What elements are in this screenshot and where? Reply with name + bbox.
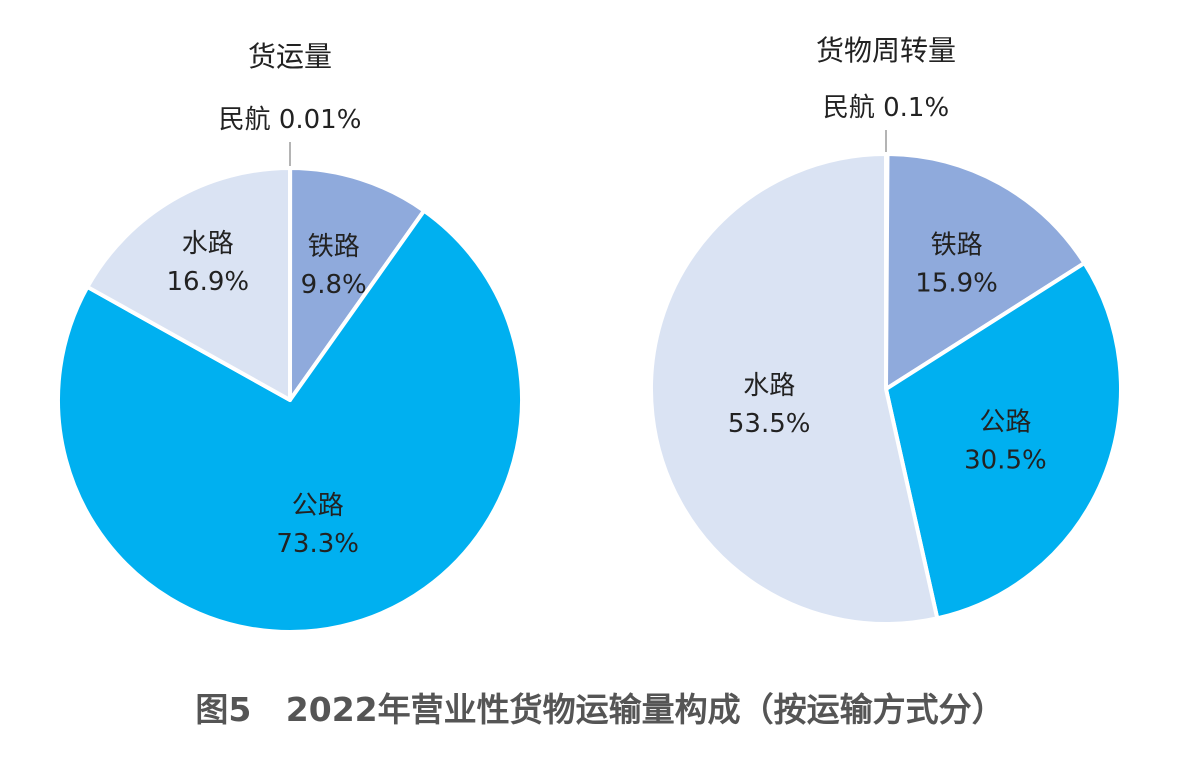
pie-slice-铁路	[884, 152, 1087, 391]
slice-percent: 15.9%	[915, 269, 998, 299]
pie-slice-公路	[56, 208, 524, 634]
slice-label-民航: 民航 0.1%	[823, 93, 949, 123]
slice-name: 铁路	[931, 231, 983, 261]
pie-chart-1: 民航 0.01% 铁路 9.8% 公路 73.3% 水路 16.9% 货运量	[56, 40, 524, 634]
slice-name: 公路	[979, 408, 1031, 438]
slice-name: 铁路	[308, 232, 360, 262]
chart-title: 货运量	[248, 40, 332, 73]
slice-name: 公路	[292, 491, 344, 521]
pie-slice-公路	[884, 261, 1123, 621]
slice-name: 水路	[743, 371, 795, 401]
slice-name: 水路	[182, 229, 234, 259]
pie-slice-水路	[85, 166, 292, 402]
slice-label-公路: 公路 30.5%	[964, 408, 1047, 476]
slice-percent: 30.5%	[964, 446, 1047, 476]
slice-label-铁路: 铁路 15.9%	[915, 231, 998, 299]
slice-percent: 73.3%	[276, 529, 359, 559]
slice-percent: 16.9%	[166, 267, 249, 297]
pie-chart-2: 民航 0.1% 铁路 15.9% 公路 30.5% 水路 53.5% 货物周转量	[648, 34, 1123, 626]
slice-label-公路: 公路 73.3%	[276, 491, 359, 559]
slice-label-铁路: 铁路 9.8%	[301, 232, 367, 300]
slice-percent: 9.8%	[301, 270, 367, 300]
slice-label-民航: 民航 0.01%	[219, 105, 362, 135]
slice-label-水路: 水路 53.5%	[728, 371, 811, 439]
pie-slice-铁路	[288, 166, 427, 402]
slice-label-水路: 水路 16.9%	[166, 229, 249, 297]
figure-caption: 图5 2022年营业性货物运输量构成（按运输方式分）	[195, 690, 1005, 729]
slice-percent: 53.5%	[728, 409, 811, 439]
pie-slice-水路	[648, 152, 940, 626]
chart-title: 货物周转量	[816, 34, 956, 67]
